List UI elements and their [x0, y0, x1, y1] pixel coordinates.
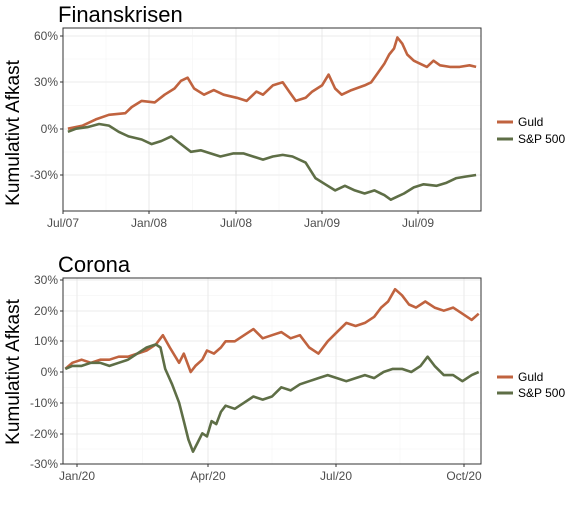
legend-label-guld: Guld — [518, 370, 543, 384]
x-tick-label: Jul/09 — [402, 216, 434, 230]
y-tick-label: 10% — [34, 334, 58, 348]
plot-border — [62, 277, 482, 465]
y-tick-label: 30% — [34, 75, 58, 89]
grid-lines — [62, 28, 481, 211]
x-tick-label: Oct/20 — [446, 469, 482, 483]
x-tick-label: Jul/07 — [47, 216, 79, 230]
y-tick-label: 0% — [41, 365, 59, 379]
x-tick-label: Jan/20 — [59, 469, 95, 483]
x-tick-labels: Jan/20 Apr/20 Jul/20 Oct/20 — [59, 464, 482, 483]
x-tick-label: Jul/08 — [220, 216, 252, 230]
y-axis-label: Kumulativt Afkast — [3, 298, 24, 444]
chart-panel-corona: Corona Kumulativt Afkast -30% -20% -10% 0% 1… — [3, 252, 565, 483]
y-tick-label: -30% — [30, 168, 58, 182]
y-tick-labels: -30% 0% 30% 60% — [30, 29, 63, 182]
y-axis-label: Kumulativt Afkast — [3, 59, 24, 205]
y-tick-label: 30% — [34, 273, 58, 287]
legend: Guld S&P 500 — [497, 370, 565, 400]
chart-panel-finanskrisen: Finanskrisen Kumulativt Afkast -30% 0% 30%… — [3, 2, 565, 230]
y-tick-label: -30% — [30, 457, 58, 471]
x-tick-labels: Jul/07 Jan/08 Jul/08 Jan/09 Jul/09 — [47, 211, 434, 230]
y-tick-label: 0% — [41, 122, 59, 136]
chart-title: Corona — [58, 252, 131, 277]
series-line-s-p-500 — [64, 343, 480, 453]
y-tick-label: 20% — [34, 304, 58, 318]
y-tick-labels: -30% -20% -10% 0% 10% 20% 30% — [30, 273, 63, 471]
series-line-guld — [67, 36, 477, 130]
x-tick-label: Jan/08 — [131, 216, 167, 230]
y-tick-label: -10% — [30, 396, 58, 410]
x-tick-label: Jul/20 — [320, 469, 352, 483]
chart-title: Finanskrisen — [58, 2, 183, 27]
legend-label-sp500: S&P 500 — [518, 386, 565, 400]
series-lines — [67, 36, 477, 201]
series-lines — [64, 287, 480, 453]
y-tick-label: 60% — [34, 29, 58, 43]
y-tick-label: -20% — [30, 427, 58, 441]
x-tick-label: Jan/09 — [304, 216, 340, 230]
legend-label-sp500: S&P 500 — [518, 132, 565, 146]
legend-label-guld: Guld — [518, 115, 543, 129]
plot-border — [62, 27, 482, 212]
x-tick-label: Apr/20 — [190, 469, 226, 483]
legend: Guld S&P 500 — [497, 115, 565, 146]
series-line-s-p-500 — [67, 122, 477, 201]
